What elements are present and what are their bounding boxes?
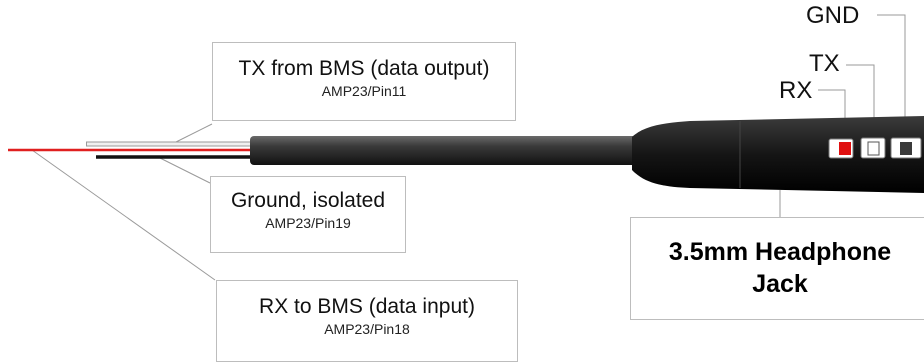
- tx-pin-label: TX: [809, 50, 840, 77]
- jack-label-line1: 3.5mm Headphone: [668, 238, 892, 266]
- tx-label-box: TX from BMS (data output) AMP23/Pin11: [212, 42, 516, 121]
- gnd-leader-line: [157, 156, 211, 184]
- rx-label-box: RX to BMS (data input) AMP23/Pin18: [216, 280, 518, 362]
- rx-leader-line: [31, 149, 216, 281]
- tx-pin-leader: [846, 64, 875, 140]
- rx-pin-label: RX: [779, 77, 813, 104]
- tx-contact: [867, 141, 880, 156]
- gnd-label-box: Ground, isolated AMP23/Pin19: [210, 176, 406, 253]
- jack-label-line2: Jack: [752, 270, 808, 298]
- gnd-contact: [900, 142, 912, 155]
- rx-label-title: RX to BMS (data input): [259, 295, 475, 318]
- gnd-label-pin: AMP23/Pin19: [265, 215, 351, 231]
- gnd-label-title: Ground, isolated: [230, 189, 386, 212]
- rx-contact: [839, 142, 851, 155]
- tx-label-pin: AMP23/Pin11: [321, 83, 407, 99]
- cable: [250, 136, 645, 165]
- rx-label-pin: AMP23/Pin18: [324, 321, 410, 337]
- gnd-pin-leader: [877, 14, 906, 140]
- plug-body: [632, 116, 924, 193]
- jack-label-box: 3.5mm Headphone Jack: [630, 217, 924, 320]
- gnd-pin-label: GND: [806, 2, 860, 29]
- tx-label-title: TX from BMS (data output): [238, 57, 490, 80]
